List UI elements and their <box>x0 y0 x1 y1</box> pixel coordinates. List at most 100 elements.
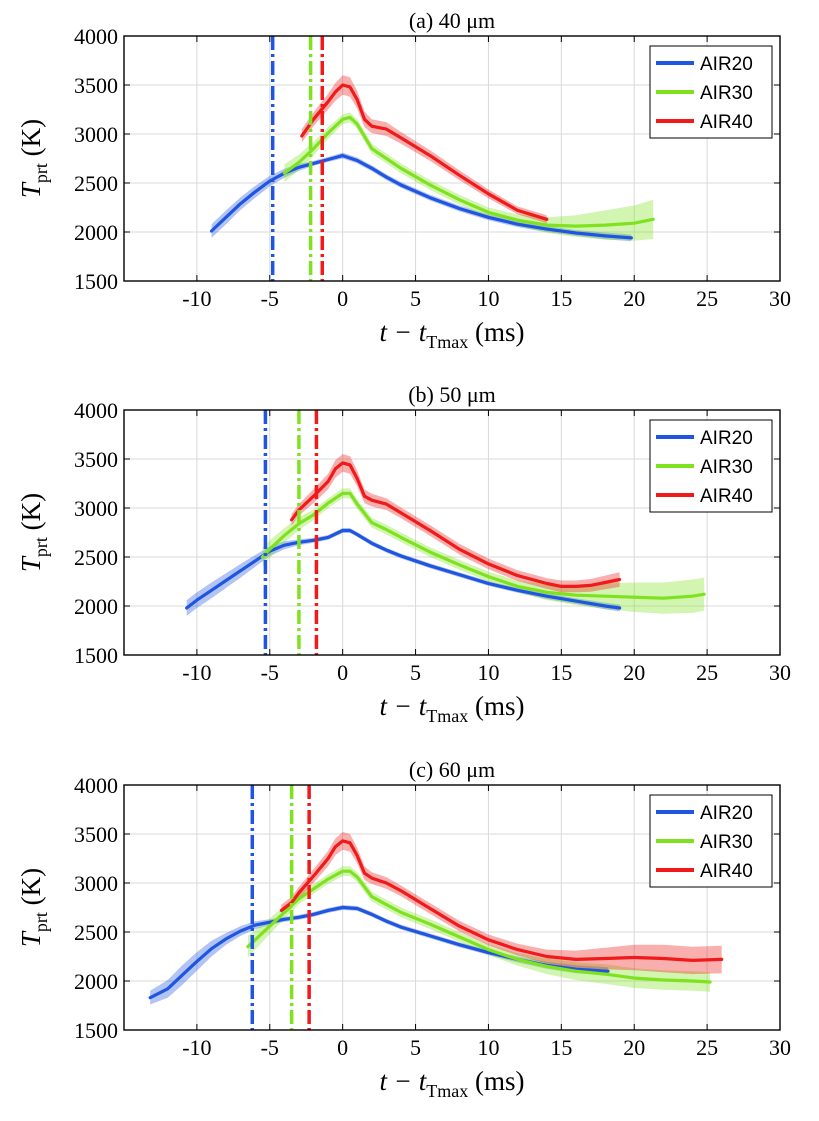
panel-2: (b) 50 μm -10 -5 0 5 10 15 20 25 30 1500 2000 2500 30… <box>16 382 791 726</box>
y-axis-label-sub: prt <box>31 912 51 932</box>
x-tick-label: 25 <box>696 660 718 685</box>
legend: AIR20 AIR30 AIR40 <box>649 794 773 888</box>
x-tick-label: -10 <box>182 660 211 685</box>
series-line-air40 <box>279 839 724 963</box>
x-axis-label-main: t − t <box>380 691 428 721</box>
y-tick-label: 3000 <box>74 871 118 896</box>
x-tick-label: 30 <box>769 660 791 685</box>
x-tick-label: 20 <box>623 286 645 311</box>
legend-label-air20: AIR20 <box>700 54 753 75</box>
y-tick-label: 3500 <box>74 822 118 847</box>
y-axis-label-main: T <box>16 930 46 947</box>
panel-title: (a) 40 μm <box>409 8 495 33</box>
band-air40 <box>301 75 547 224</box>
y-tick-label: 2000 <box>74 969 118 994</box>
y-axis-label: Tprt (K) <box>16 119 51 198</box>
y-tick-label: 2500 <box>74 920 118 945</box>
x-tick-label: 5 <box>410 1035 421 1060</box>
y-tick-label: 2500 <box>74 171 118 196</box>
series-line-air30 <box>246 869 712 984</box>
y-tick-label: 2000 <box>74 594 118 619</box>
x-axis-label-main: t − t <box>380 1066 428 1096</box>
x-axis-label-unit: (ms) <box>468 691 524 721</box>
x-axis-label: t − tTmax (ms) <box>380 691 525 726</box>
y-axis-label-unit: (K) <box>16 868 46 912</box>
y-tick-label: 1500 <box>74 1018 118 1043</box>
band-air30 <box>284 112 654 241</box>
band-air20 <box>211 152 632 242</box>
legend-label-air40: AIR40 <box>700 112 753 133</box>
legend-label-air40: AIR40 <box>700 861 753 882</box>
x-tick-label: 30 <box>769 286 791 311</box>
y-tick-label: 3000 <box>74 122 118 147</box>
y-tick-label: 2500 <box>74 545 118 570</box>
legend-label-air20: AIR20 <box>700 428 753 449</box>
x-tick-label: 5 <box>410 660 421 685</box>
y-tick-label: 3500 <box>74 447 118 472</box>
legend: AIR20 AIR30 AIR40 <box>649 419 773 513</box>
x-tick-label: 25 <box>696 1035 718 1060</box>
x-tick-label: 25 <box>696 286 718 311</box>
x-tick-label: -5 <box>261 660 279 685</box>
legend-label-air40: AIR40 <box>700 486 753 507</box>
y-tick-label: 3500 <box>74 73 118 98</box>
x-tick-label: 20 <box>623 660 645 685</box>
x-tick-label: 0 <box>337 286 348 311</box>
panel-3: (c) 60 μm -10 -5 0 5 10 15 20 25 30 1500 2000 2500 30… <box>16 757 791 1101</box>
series-line-air40 <box>300 83 549 221</box>
y-axis-label-main: T <box>16 555 46 572</box>
series-line-air20 <box>148 905 610 1000</box>
x-axis-label: t − tTmax (ms) <box>380 1066 525 1101</box>
x-tick-label: 15 <box>550 286 572 311</box>
band-air30 <box>262 488 705 614</box>
legend-label-air30: AIR30 <box>700 83 753 104</box>
y-axis-label-main: T <box>16 181 46 198</box>
x-tick-label: 20 <box>623 1035 645 1060</box>
x-tick-label: -5 <box>261 1035 279 1060</box>
legend-label-air30: AIR30 <box>700 457 753 478</box>
x-tick-label: 15 <box>550 1035 572 1060</box>
y-tick-label: 3000 <box>74 496 118 521</box>
x-tick-label: 10 <box>477 1035 499 1060</box>
y-axis-label-unit: (K) <box>16 493 46 537</box>
x-axis-label-sub: Tmax <box>426 1081 468 1101</box>
series-line-air30 <box>282 115 655 228</box>
y-axis-label-sub: prt <box>31 163 51 183</box>
x-tick-label: 0 <box>337 1035 348 1060</box>
legend: AIR20 AIR30 AIR40 <box>649 45 773 139</box>
x-tick-label: 0 <box>337 660 348 685</box>
series-line-air30 <box>260 491 706 600</box>
y-axis-label-unit: (K) <box>16 119 46 163</box>
x-axis-label-main: t − t <box>380 317 428 347</box>
x-tick-label: 10 <box>477 286 499 311</box>
panel-title: (c) 60 μm <box>409 757 495 782</box>
series-line-air20 <box>185 528 622 610</box>
panel-title: (b) 50 μm <box>408 382 496 407</box>
y-tick-label: 1500 <box>74 643 118 668</box>
x-axis-label-sub: Tmax <box>426 332 468 352</box>
x-tick-label: 10 <box>477 660 499 685</box>
x-tick-label: 30 <box>769 1035 791 1060</box>
y-axis-label: Tprt (K) <box>16 493 51 572</box>
legend-label-air30: AIR30 <box>700 832 753 853</box>
x-axis-label: t − tTmax (ms) <box>380 317 525 352</box>
x-axis-label-unit: (ms) <box>468 317 524 347</box>
legend-label-air20: AIR20 <box>700 803 753 824</box>
x-tick-label: -10 <box>182 1035 211 1060</box>
series-line-air20 <box>209 154 633 240</box>
y-tick-label: 2000 <box>74 220 118 245</box>
y-tick-label: 4000 <box>74 398 118 423</box>
y-tick-label: 1500 <box>74 269 118 294</box>
series-line-air40 <box>290 461 622 589</box>
x-tick-label: 15 <box>550 660 572 685</box>
panel-1: (a) 40 μm -10 -5 0 5 10 15 20 25 30 1500 2000 2500 30… <box>16 8 791 352</box>
y-tick-label: 4000 <box>74 773 118 798</box>
y-axis-label: Tprt (K) <box>16 868 51 947</box>
y-tick-label: 4000 <box>74 24 118 49</box>
axes-box <box>123 784 781 1031</box>
y-axis-label-sub: prt <box>31 537 51 557</box>
x-axis-label-sub: Tmax <box>426 706 468 726</box>
axes-box <box>123 409 781 656</box>
x-tick-label: 5 <box>410 286 421 311</box>
